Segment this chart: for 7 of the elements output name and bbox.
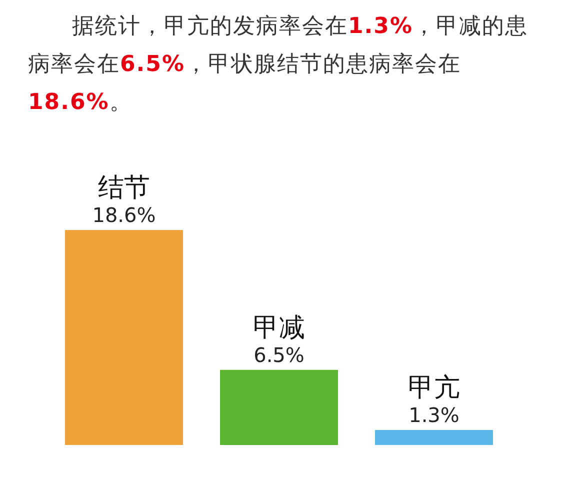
data-label: 6.5% bbox=[254, 342, 304, 367]
chart-title: 据统计，甲亢的发病率会在1.3%，甲减的患病率会在6.5%，甲状腺结节的患病率会在18.6%。 bbox=[28, 14, 528, 115]
data-label: 18.6% bbox=[92, 203, 156, 227]
data-label: 1.3% bbox=[408, 402, 460, 427]
x-tick-label: 甲亢 bbox=[408, 372, 460, 403]
x-tick-label: 结节 bbox=[98, 173, 150, 203]
x-tick-label: 甲减 bbox=[253, 312, 305, 343]
